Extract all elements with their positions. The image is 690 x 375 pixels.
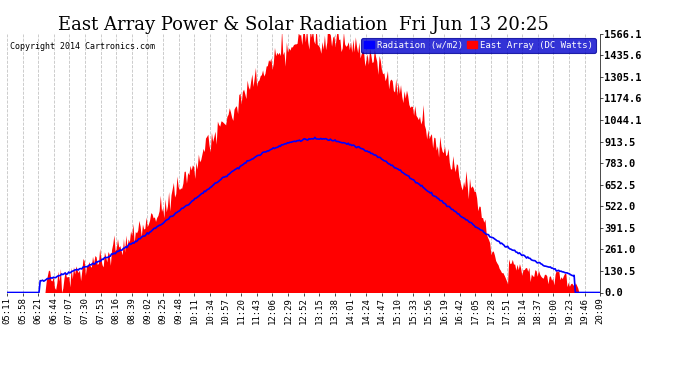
- Text: Copyright 2014 Cartronics.com: Copyright 2014 Cartronics.com: [10, 42, 155, 51]
- Legend: Radiation (w/m2), East Array (DC Watts): Radiation (w/m2), East Array (DC Watts): [361, 38, 595, 53]
- Title: East Array Power & Solar Radiation  Fri Jun 13 20:25: East Array Power & Solar Radiation Fri J…: [58, 16, 549, 34]
